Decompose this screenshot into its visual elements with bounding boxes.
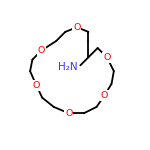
Text: O: O bbox=[33, 81, 40, 90]
Text: O: O bbox=[73, 23, 81, 32]
Text: O: O bbox=[65, 109, 72, 118]
Text: O: O bbox=[38, 46, 45, 55]
Text: O: O bbox=[101, 91, 108, 100]
Text: H₂N: H₂N bbox=[58, 62, 77, 72]
Text: O: O bbox=[103, 53, 111, 62]
